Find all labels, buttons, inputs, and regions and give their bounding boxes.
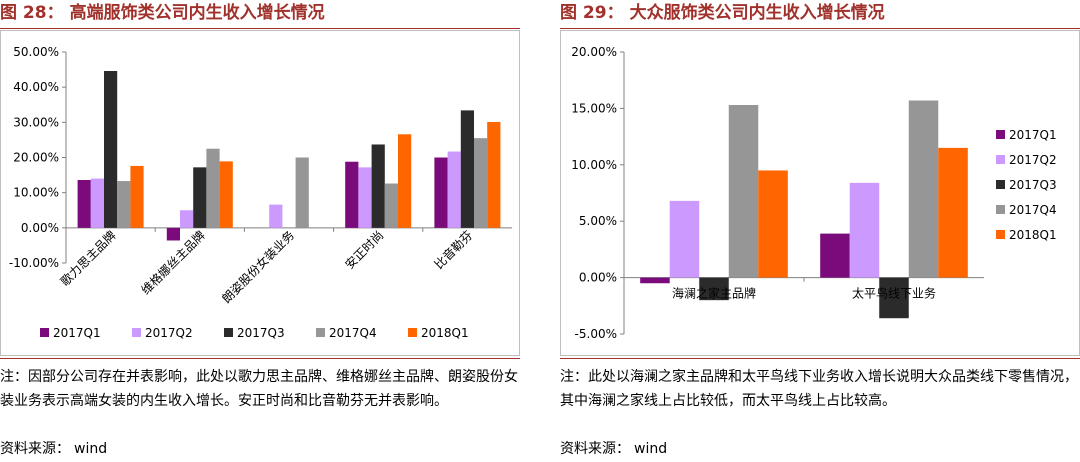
bar-2017q3 xyxy=(460,110,475,228)
legend-label: 2017Q3 xyxy=(1009,178,1057,192)
category-label: 朗姿股份女装业务 xyxy=(219,227,297,305)
y-tick-label: 10.00% xyxy=(571,158,617,172)
legend-label: 2017Q4 xyxy=(329,326,377,340)
chart-border xyxy=(560,30,1080,356)
figure-29: 图 29： 大众服饰类公司内生收入增长情况 -5.00% 0.00% 5.00% 10.… xyxy=(560,0,1080,462)
bar-2017q1 xyxy=(77,180,91,228)
y-tick-label: 20.00% xyxy=(13,151,59,165)
bar-2017q2 xyxy=(669,200,700,278)
legend-label: 2017Q2 xyxy=(145,326,193,340)
chart-right: -5.00% 0.00% 5.00% 10.00% 15.00% 20.00% 海澜之家主品… xyxy=(560,30,1080,356)
legend-swatch xyxy=(316,328,325,337)
figure-number: 图 29： xyxy=(560,3,624,23)
bar-2018q1 xyxy=(758,170,788,278)
category-label: 比音勒芬 xyxy=(431,227,476,272)
bar-2017q3 xyxy=(879,277,909,319)
legend-swatch xyxy=(224,328,233,337)
legend-label: 2017Q1 xyxy=(1009,128,1057,142)
bar-2017q4 xyxy=(908,100,939,278)
figure-title-text: 大众服饰类公司内生收入增长情况 xyxy=(629,3,885,23)
chart-left: -10.00% 0.00% 10.00% 20.00% 30.00% 40.00% 50.0… xyxy=(0,30,520,356)
legend-label: 2017Q3 xyxy=(237,326,285,340)
source-value: wind xyxy=(74,441,108,457)
y-tick-label: -5.00% xyxy=(575,327,617,341)
legend-swatch xyxy=(996,205,1005,214)
y-tick-label: -10.00% xyxy=(9,256,59,270)
bar-2017q1 xyxy=(166,227,180,241)
source-label: 资料来源： xyxy=(560,441,630,457)
bar-2018q1 xyxy=(130,165,144,228)
y-tick-label: 0.00% xyxy=(21,221,59,235)
y-tick-label: 20.00% xyxy=(571,45,617,59)
bar-2017q3 xyxy=(699,277,729,301)
figure-title: 图 29： 大众服饰类公司内生收入增长情况 xyxy=(560,0,1080,29)
bar-2017q4 xyxy=(474,138,488,228)
legend-label: 2017Q1 xyxy=(53,326,101,340)
bar-2017q3 xyxy=(193,167,207,228)
bar-2017q1 xyxy=(640,277,670,284)
figure-28: 图 28： 高端服饰类公司内生收入增长情况 -10.00% 0.00% 10.00% 2… xyxy=(0,0,520,462)
legend-label: 2017Q2 xyxy=(1009,153,1057,167)
source-label: 资料来源： xyxy=(0,441,70,457)
figure-title: 图 28： 高端服饰类公司内生收入增长情况 xyxy=(0,0,520,29)
category-label: 海澜之家主品牌 xyxy=(672,286,756,301)
bar-2017q2 xyxy=(90,178,104,228)
legend-swatch xyxy=(408,328,417,337)
source-value: wind xyxy=(634,441,668,457)
bar-2017q4 xyxy=(295,157,309,228)
bar-2017q3 xyxy=(103,70,118,228)
bar-2017q4 xyxy=(117,181,131,228)
bar-2017q1 xyxy=(345,161,359,228)
legend-swatch xyxy=(996,130,1005,139)
bar-2018q1 xyxy=(398,134,412,228)
bar-2017q3 xyxy=(371,144,385,228)
bar-2017q2 xyxy=(358,167,372,228)
legend-swatch xyxy=(40,328,49,337)
bar-2017q1 xyxy=(434,157,448,228)
legend-label: 2018Q1 xyxy=(1009,228,1057,242)
legend-swatch xyxy=(996,230,1005,239)
bar-2017q2 xyxy=(447,151,461,228)
bar-2017q2 xyxy=(269,204,283,228)
y-tick-label: 30.00% xyxy=(13,115,59,129)
bar-2018q1 xyxy=(938,147,968,278)
y-tick-label: 10.00% xyxy=(13,186,59,200)
figure-source: 资料来源： wind xyxy=(560,438,671,460)
y-tick-label: 5.00% xyxy=(579,214,617,228)
figure-note: 注：此处以海澜之家主品牌和太平鸟线下业务收入增长说明大众品类线下零售情况，其中海… xyxy=(560,358,1080,413)
category-label: 安正时尚 xyxy=(342,227,387,272)
figure-number: 图 28： xyxy=(0,3,64,23)
bar-2017q2 xyxy=(849,182,880,278)
figure-source: 资料来源： wind xyxy=(0,438,111,460)
chart-border xyxy=(0,30,520,356)
y-tick-label: 50.00% xyxy=(13,45,59,59)
legend-swatch xyxy=(132,328,141,337)
y-tick-label: 15.00% xyxy=(571,101,617,115)
figure-title-text: 高端服饰类公司内生收入增长情况 xyxy=(69,3,325,23)
bar-2018q1 xyxy=(219,161,233,228)
category-label: 太平鸟线下业务 xyxy=(852,286,936,301)
figure-note: 注：因部分公司存在并表影响，此处以歌力思主品牌、维格娜丝主品牌、朗姿股份女装业务… xyxy=(0,358,520,413)
bar-2017q2 xyxy=(179,210,194,228)
bar-2017q4 xyxy=(384,183,399,228)
bar-2017q1 xyxy=(820,233,850,278)
legend-swatch xyxy=(996,180,1005,189)
y-tick-label: 0.00% xyxy=(579,271,617,285)
legend-label: 2017Q4 xyxy=(1009,203,1057,217)
bar-2018q1 xyxy=(487,121,501,228)
y-tick-label: 40.00% xyxy=(13,80,59,94)
bar-2017q4 xyxy=(206,148,220,228)
bar-2017q4 xyxy=(728,105,759,278)
legend-swatch xyxy=(996,155,1005,164)
legend-label: 2018Q1 xyxy=(421,326,469,340)
